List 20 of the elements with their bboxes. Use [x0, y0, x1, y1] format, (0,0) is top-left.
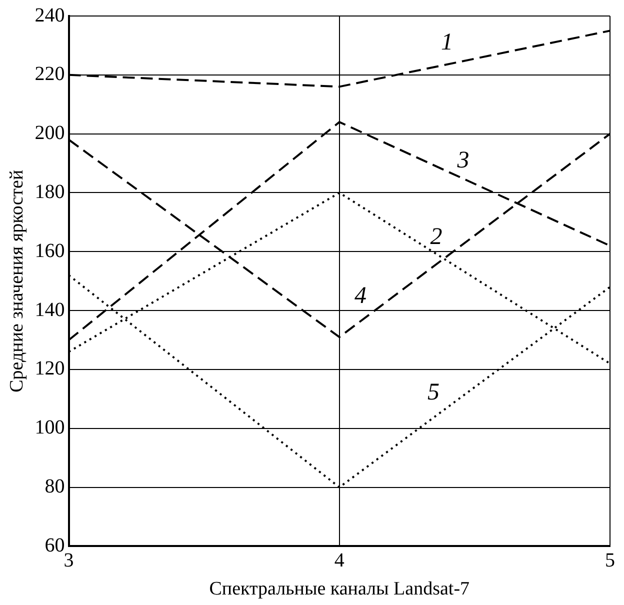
y-tick-label: 160 — [34, 240, 65, 262]
y-tick-label: 240 — [34, 4, 65, 26]
series-label: 2 — [430, 224, 442, 250]
series-label: 5 — [428, 379, 440, 406]
x-tick-label: 3 — [64, 549, 74, 572]
y-tick-label: 120 — [34, 358, 65, 380]
y-tick-label: 180 — [34, 180, 65, 203]
y-tick-label: 100 — [34, 416, 65, 439]
x-tick-label: 5 — [605, 549, 615, 572]
series-label: 1 — [441, 30, 454, 56]
series-label: 3 — [456, 148, 470, 174]
y-tick-label: 60 — [44, 534, 65, 556]
x-tick-label: 4 — [334, 549, 344, 572]
y-tick-label: 200 — [34, 122, 65, 144]
x-axis-title: Спектральные каналы Landsat-7 — [209, 578, 470, 600]
y-axis-title: Средние значения яркостей — [6, 170, 28, 392]
y-tick-label: 220 — [34, 63, 65, 86]
y-tick-label: 140 — [34, 298, 65, 321]
series-label: 4 — [354, 283, 366, 310]
y-tick-label: 80 — [44, 476, 65, 498]
